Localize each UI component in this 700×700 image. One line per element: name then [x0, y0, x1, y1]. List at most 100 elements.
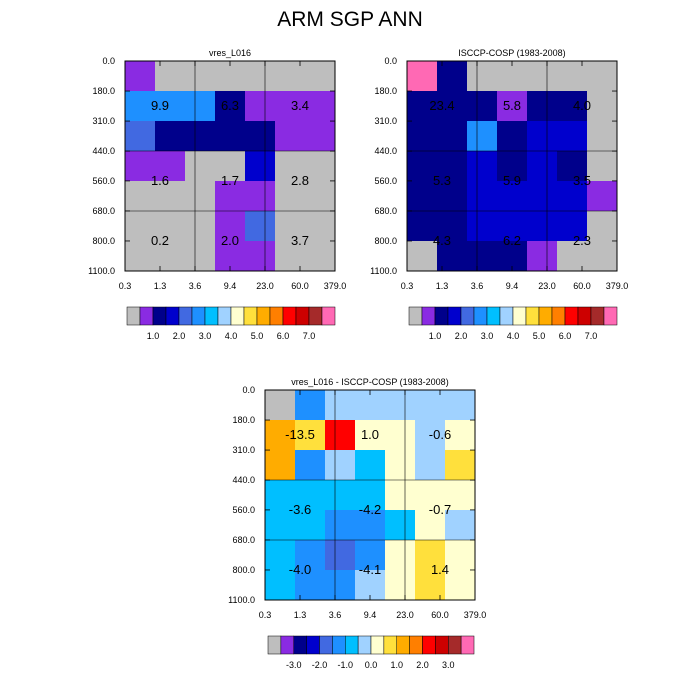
heatmap-cell [557, 211, 588, 242]
x-tick-label: 0.3 [119, 281, 132, 291]
x-tick-label: 1.3 [154, 281, 167, 291]
colorbar-swatch [319, 635, 333, 655]
heatmap-cell [155, 61, 186, 92]
heatmap-cell [497, 121, 528, 152]
heatmap-cell [305, 121, 336, 152]
summary-value: 2.3 [573, 233, 591, 248]
colorbar-swatch [409, 635, 423, 655]
heatmap-cell [125, 61, 156, 92]
heatmap-cell [437, 61, 468, 92]
colorbar-swatch [603, 306, 618, 326]
heatmap-cell [305, 241, 336, 272]
heatmap-panel-2: ISCCP-COSP (1983-2008) 0.3 1.3 3.6 9.4 23.0 60… [370, 48, 628, 341]
heatmap-cell [587, 121, 618, 152]
colorbar-swatch [448, 635, 462, 655]
heatmap-cell [415, 480, 446, 511]
heatmap-cell [527, 91, 558, 122]
heatmap-cell [587, 241, 618, 272]
heatmap-cell [415, 510, 446, 541]
colorbar-swatch [332, 635, 346, 655]
heatmap-cell [587, 151, 618, 182]
colorbar-swatch [321, 306, 336, 326]
heatmap-cell [355, 420, 386, 451]
heatmap-cell [527, 61, 558, 92]
colorbar-label: 2.0 [455, 331, 468, 341]
heatmap-cell [245, 181, 276, 212]
colorbar-swatch [435, 635, 449, 655]
heatmap-cell [125, 121, 156, 152]
summary-value: 5.9 [503, 173, 521, 188]
heatmap-cell [385, 450, 416, 481]
x-tick-label: 3.6 [329, 610, 342, 620]
colorbar-swatch [191, 306, 206, 326]
heatmap-cell [125, 91, 156, 122]
y-tick-label: 0.0 [242, 385, 255, 395]
y-tick-label: 1100.0 [370, 266, 397, 276]
heatmap-cell [155, 151, 186, 182]
heatmap-cell [497, 61, 528, 92]
colorbar-swatch [512, 306, 527, 326]
y-tick-label: 680.0 [232, 535, 255, 545]
summary-value: 5.8 [503, 98, 521, 113]
heatmap-cell [265, 540, 296, 571]
heatmap-cell [325, 570, 356, 601]
x-tick-label: 23.0 [396, 610, 414, 620]
heatmap-cell [467, 61, 498, 92]
heatmap-cell [245, 61, 276, 92]
summary-value: -4.2 [359, 502, 381, 517]
heatmap-cell [295, 510, 326, 541]
colorbar-swatch [473, 306, 488, 326]
heatmap-cell [215, 61, 246, 92]
x-tick-label: 60.0 [291, 281, 309, 291]
heatmap-cell [185, 121, 216, 152]
colorbar-swatch [383, 635, 398, 655]
colorbar-swatch [280, 635, 295, 655]
colorbar-swatch [243, 306, 258, 326]
y-tick-label: 310.0 [92, 116, 115, 126]
colorbar-swatch [152, 306, 167, 326]
heatmap-cell [437, 91, 468, 122]
colorbar-label: -3.0 [286, 660, 302, 670]
x-tick-label: 379.0 [606, 281, 629, 291]
x-tick-label: 9.4 [506, 281, 519, 291]
heatmap-cell [557, 121, 588, 152]
heatmap-cell [587, 211, 618, 242]
heatmap-panel-1: vres_L016 0.3 1.3 3.6 9.4 23.0 60.0 379.0 0.0 180… [88, 48, 346, 341]
heatmap-cell [437, 181, 468, 212]
colorbar-swatch [295, 306, 310, 326]
y-tick-label: 800.0 [232, 565, 255, 575]
summary-value: 6.2 [503, 233, 521, 248]
heatmap-cell [415, 540, 446, 571]
heatmap-cell [325, 390, 356, 421]
heatmap-cell [355, 540, 386, 571]
heatmap-cell [385, 540, 416, 571]
colorbar-label: 6.0 [277, 331, 290, 341]
heatmap-cell [325, 420, 356, 451]
summary-value: 1.7 [221, 173, 239, 188]
colorbar-swatch [357, 635, 372, 655]
heatmap-cell [275, 211, 306, 242]
heatmap-cell [407, 91, 438, 122]
heatmap-cell [215, 211, 246, 242]
colorbar-label: -2.0 [312, 660, 328, 670]
colorbar-label: 5.0 [533, 331, 546, 341]
heatmap-cell [245, 91, 276, 122]
heatmap-cell [385, 480, 416, 511]
heatmap-cell [185, 61, 216, 92]
colorbar-label: 0.0 [365, 660, 378, 670]
heatmap-cell [215, 181, 246, 212]
colorbar-label: 3.0 [442, 660, 455, 670]
heatmap-cell [245, 241, 276, 272]
heatmap-cell [185, 151, 216, 182]
x-tick-label: 1.3 [436, 281, 449, 291]
heatmap-cell [587, 61, 618, 92]
heatmap-cell [155, 91, 186, 122]
x-tick-label: 9.4 [224, 281, 237, 291]
colorbar-swatch [256, 306, 271, 326]
heatmap-cell [497, 91, 528, 122]
x-tick-label: 0.3 [401, 281, 414, 291]
heatmap-cell [497, 181, 528, 212]
heatmap-cell [467, 241, 498, 272]
heatmap-cell [275, 241, 306, 272]
heatmap-cell [445, 480, 476, 511]
